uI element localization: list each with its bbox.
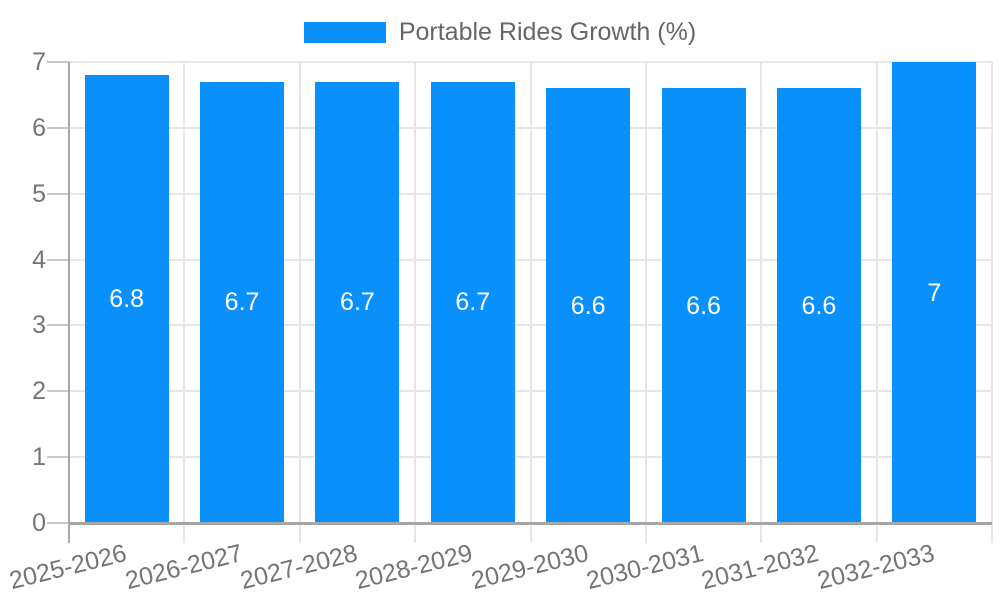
y-axis-label: 7 xyxy=(32,48,46,76)
y-axis-label: 5 xyxy=(32,179,46,208)
y-axis-tick xyxy=(47,258,69,261)
y-axis-tick xyxy=(47,192,69,195)
legend-label: Portable Rides Growth (%) xyxy=(398,18,697,46)
y-axis-tick xyxy=(47,522,69,524)
x-gridline xyxy=(298,62,301,543)
bar-value-label: 6.7 xyxy=(340,288,375,317)
bar-value-label: 6.7 xyxy=(455,288,491,317)
x-axis-label: 2031-2032 xyxy=(698,539,822,596)
y-axis-tick xyxy=(47,390,69,393)
x-gridline xyxy=(760,62,763,543)
bar-value-label: 6.6 xyxy=(686,291,721,320)
y-axis-label: 4 xyxy=(32,245,46,274)
bar-2028-2029[interactable] xyxy=(430,81,515,523)
x-axis-label: 2028-2029 xyxy=(352,539,476,596)
y-axis-label: 3 xyxy=(32,311,46,340)
bar-2032-2033[interactable] xyxy=(892,62,977,523)
bar-value-label: 6.6 xyxy=(570,291,606,320)
legend[interactable]: Portable Rides Growth (%) xyxy=(0,19,1000,46)
bar-value-label: 6.6 xyxy=(801,291,837,320)
bar-value-label: 6.7 xyxy=(224,288,260,317)
x-axis-label: 2027-2028 xyxy=(237,539,361,596)
y-axis-label: 0 xyxy=(32,509,46,537)
y-axis-tick xyxy=(47,324,69,327)
x-gridline xyxy=(991,62,993,543)
y-axis-tick xyxy=(47,61,69,63)
y-axis-label: 6 xyxy=(32,113,46,142)
x-gridline xyxy=(875,62,878,543)
x-gridline xyxy=(414,62,417,543)
y-axis-label: 1 xyxy=(32,443,46,472)
y-axis-label: 2 xyxy=(32,377,46,406)
y-axis-line xyxy=(68,62,70,543)
bar-2031-2032[interactable] xyxy=(776,88,861,523)
x-axis-label: 2026-2027 xyxy=(122,539,245,596)
bar-2026-2027[interactable] xyxy=(200,81,285,523)
x-gridline xyxy=(644,62,647,543)
y-axis-tick xyxy=(47,126,69,129)
y-axis-tick xyxy=(47,456,69,459)
x-gridline xyxy=(183,62,186,543)
bar-value-label: 7 xyxy=(927,278,942,307)
x-gridline xyxy=(529,62,532,543)
x-axis-label: 2032-2033 xyxy=(814,539,938,596)
x-axis-line xyxy=(69,522,992,525)
bar-2027-2028[interactable] xyxy=(315,81,400,523)
x-axis-label: 2030-2031 xyxy=(583,539,707,596)
bar-value-label: 6.8 xyxy=(109,285,145,314)
bar-2029-2030[interactable] xyxy=(546,88,631,523)
legend-swatch xyxy=(303,22,386,43)
x-axis-label: 2029-2030 xyxy=(468,539,591,596)
bar-2025-2026[interactable] xyxy=(84,75,169,523)
bar-2030-2031[interactable] xyxy=(661,88,746,523)
x-axis-label: 2025-2026 xyxy=(6,539,130,596)
